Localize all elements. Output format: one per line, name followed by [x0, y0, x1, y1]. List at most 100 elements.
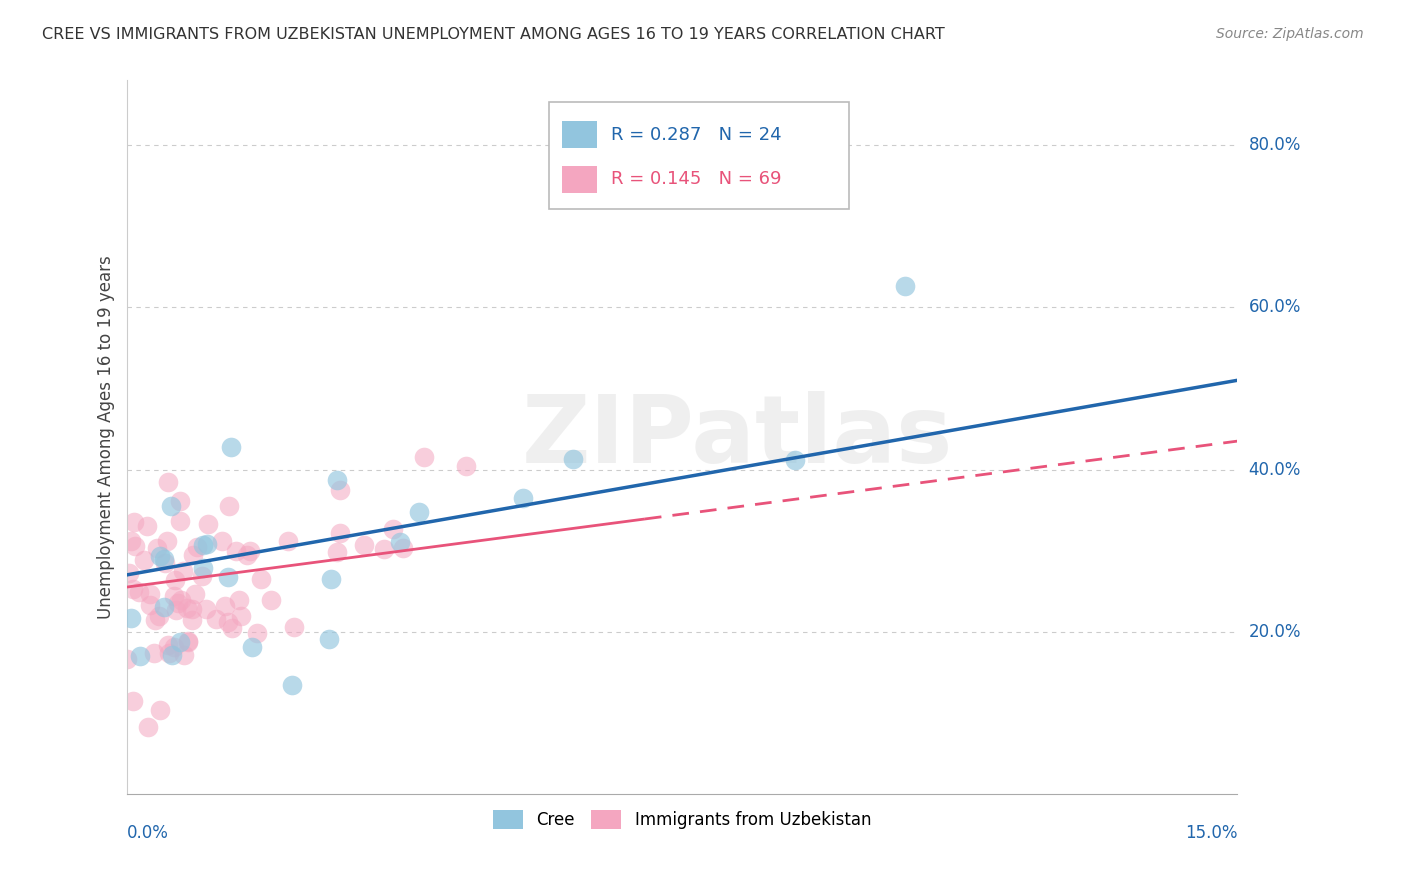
Point	[353, 538, 375, 552]
Point	[170, 593, 193, 607]
Point	[894, 279, 917, 293]
Point	[153, 600, 176, 615]
Point	[413, 450, 436, 464]
Point	[181, 613, 204, 627]
Point	[193, 561, 215, 575]
Point	[235, 548, 257, 562]
Point	[211, 534, 233, 549]
Point	[163, 590, 186, 604]
Point	[329, 526, 352, 541]
Point	[326, 545, 349, 559]
Point	[319, 572, 342, 586]
Point	[120, 611, 142, 625]
Point	[191, 569, 214, 583]
Bar	[562, 166, 598, 193]
Point	[195, 537, 218, 551]
Y-axis label: Unemployment Among Ages 16 to 19 years: Unemployment Among Ages 16 to 19 years	[97, 255, 115, 619]
Point	[240, 640, 263, 654]
Point	[392, 541, 415, 556]
Text: 15.0%: 15.0%	[1185, 824, 1237, 842]
Point	[134, 553, 156, 567]
Point	[124, 540, 146, 554]
Text: CREE VS IMMIGRANTS FROM UZBEKISTAN UNEMPLOYMENT AMONG AGES 16 TO 19 YEARS CORREL: CREE VS IMMIGRANTS FROM UZBEKISTAN UNEMP…	[42, 27, 945, 42]
Point	[250, 572, 273, 586]
Point	[277, 534, 299, 549]
Text: R = 0.287   N = 24: R = 0.287 N = 24	[610, 126, 782, 144]
Text: 80.0%: 80.0%	[1249, 136, 1301, 154]
Point	[454, 458, 477, 473]
Point	[115, 652, 138, 666]
Point	[166, 596, 188, 610]
Text: R = 0.145   N = 69: R = 0.145 N = 69	[610, 170, 782, 188]
Point	[120, 534, 142, 549]
Point	[239, 544, 262, 558]
Point	[283, 619, 305, 633]
Point	[169, 494, 191, 508]
Text: 20.0%: 20.0%	[1249, 623, 1301, 640]
Point	[163, 640, 186, 654]
Point	[143, 646, 166, 660]
Point	[148, 609, 170, 624]
Point	[197, 517, 219, 532]
Point	[156, 534, 179, 549]
Point	[165, 574, 187, 588]
Point	[184, 587, 207, 601]
Legend: Cree, Immigrants from Uzbekistan: Cree, Immigrants from Uzbekistan	[486, 803, 877, 836]
Point	[785, 452, 807, 467]
Point	[172, 564, 194, 578]
Point	[139, 598, 162, 612]
Point	[191, 539, 214, 553]
Point	[562, 452, 585, 467]
Point	[143, 613, 166, 627]
Text: Source: ZipAtlas.com: Source: ZipAtlas.com	[1216, 27, 1364, 41]
Point	[186, 540, 208, 554]
Point	[205, 612, 228, 626]
Point	[157, 646, 180, 660]
Point	[149, 703, 172, 717]
Point	[160, 648, 183, 662]
Point	[218, 499, 240, 513]
Point	[219, 441, 242, 455]
Point	[228, 593, 250, 607]
Point	[155, 557, 177, 571]
Text: 40.0%: 40.0%	[1249, 460, 1301, 478]
Point	[217, 570, 239, 584]
Point	[122, 515, 145, 529]
Point	[329, 483, 352, 498]
Point	[165, 602, 187, 616]
Point	[512, 491, 534, 505]
Point	[145, 541, 167, 556]
Point	[173, 648, 195, 662]
Point	[153, 552, 176, 566]
Text: 60.0%: 60.0%	[1249, 298, 1301, 317]
Point	[128, 585, 150, 599]
Point	[149, 549, 172, 563]
Text: ZIPatlas: ZIPatlas	[522, 391, 953, 483]
Point	[389, 535, 412, 549]
Point	[225, 544, 247, 558]
Point	[122, 582, 145, 596]
Text: 0.0%: 0.0%	[127, 824, 169, 842]
Point	[408, 505, 430, 519]
Point	[176, 601, 198, 615]
Point	[118, 566, 141, 581]
Point	[195, 602, 218, 616]
Point	[214, 599, 236, 614]
Point	[181, 548, 204, 562]
Point	[246, 625, 269, 640]
Point	[217, 615, 239, 630]
Point	[136, 720, 159, 734]
Point	[156, 475, 179, 489]
Point	[169, 634, 191, 648]
Point	[177, 633, 200, 648]
Point	[326, 473, 349, 487]
Point	[260, 592, 283, 607]
Point	[318, 632, 340, 646]
Point	[229, 609, 252, 624]
Point	[135, 519, 157, 533]
Point	[128, 649, 150, 664]
Point	[169, 514, 191, 528]
Bar	[562, 121, 598, 148]
Point	[181, 601, 204, 615]
Point	[177, 635, 200, 649]
